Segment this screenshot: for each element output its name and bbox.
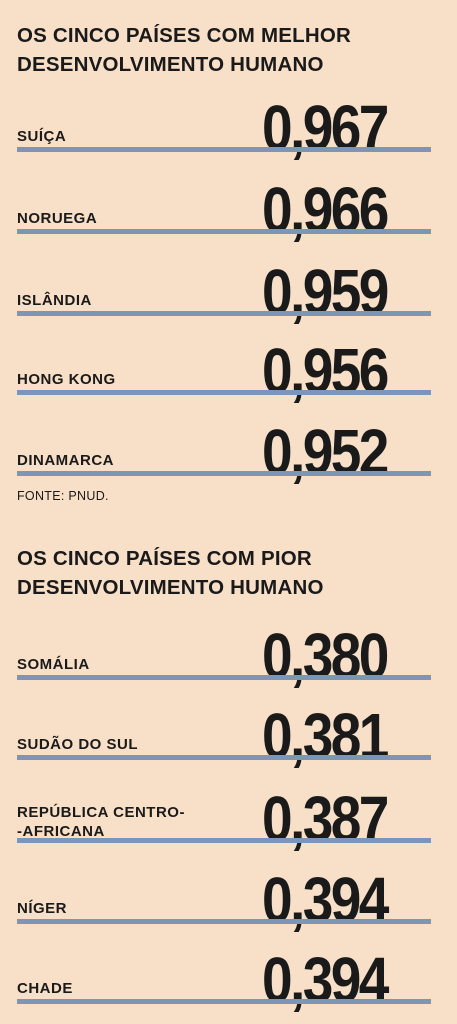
hdi-row: ISLÂNDIA 0,959 — [0, 236, 457, 324]
country-label-line: SOMÁLIA — [17, 656, 90, 673]
row-bar — [17, 919, 431, 924]
country-label-line: REPÚBLICA CENTRO- — [17, 804, 185, 821]
country-label: HONG KONG — [17, 370, 116, 389]
row-bar — [17, 311, 431, 316]
country-label: NORUEGA — [17, 209, 97, 228]
row-bar — [17, 471, 431, 476]
hdi-row: REPÚBLICA CENTRO- -AFRICANA 0,387 — [0, 763, 457, 851]
hdi-row: SUDÃO DO SUL 0,381 — [0, 680, 457, 768]
country-label: REPÚBLICA CENTRO- -AFRICANA — [17, 803, 185, 841]
row-bar — [17, 147, 431, 152]
row-bar — [17, 229, 431, 234]
hdi-row: CHADE 0,394 — [0, 924, 457, 1012]
country-label: CHADE — [17, 979, 73, 998]
country-label-line: NÍGER — [17, 900, 68, 917]
country-label-line: NORUEGA — [17, 210, 98, 227]
hdi-row: NORUEGA 0,966 — [0, 154, 457, 242]
row-bar — [17, 755, 431, 760]
worst-hdi-title: OS CINCO PAÍSES COM PIOR DESENVOLVIMENTO… — [17, 544, 437, 602]
country-label-line: CHADE — [17, 980, 73, 997]
row-bar — [17, 838, 431, 843]
hdi-row: NÍGER 0,394 — [0, 844, 457, 932]
worst-hdi-title-line: DESENVOLVIMENTO HUMANO — [17, 576, 324, 599]
row-bar — [17, 675, 431, 680]
country-label: DINAMARCA — [17, 451, 114, 470]
country-label: SUÍÇA — [17, 127, 66, 146]
hdi-row: HONG KONG 0,956 — [0, 315, 457, 403]
country-label-line: ISLÂNDIA — [17, 292, 92, 309]
country-label: SUDÃO DO SUL — [17, 735, 138, 754]
row-bar — [17, 390, 431, 395]
best-hdi-title-line: OS CINCO PAÍSES COM MELHOR — [17, 24, 351, 47]
hdi-row: DINAMARCA 0,952 — [0, 396, 457, 484]
worst-hdi-title-line: OS CINCO PAÍSES COM PIOR — [17, 547, 312, 570]
country-label-line: SUÍÇA — [17, 128, 67, 145]
hdi-row: SOMÁLIA 0,380 — [0, 600, 457, 688]
hdi-row: SUÍÇA 0,967 — [0, 72, 457, 160]
source-note: FONTE: PNUD. — [17, 489, 109, 503]
best-hdi-title: OS CINCO PAÍSES COM MELHOR DESENVOLVIMEN… — [17, 21, 437, 79]
country-label-line: SUDÃO DO SUL — [17, 736, 139, 753]
country-label: ISLÂNDIA — [17, 291, 92, 310]
country-label: NÍGER — [17, 899, 67, 918]
row-bar — [17, 999, 431, 1004]
country-label-line: DINAMARCA — [17, 452, 114, 469]
country-label-line: -AFRICANA — [17, 823, 105, 840]
country-label: SOMÁLIA — [17, 655, 90, 674]
country-label-line: HONG KONG — [17, 371, 116, 388]
best-hdi-title-line: DESENVOLVIMENTO HUMANO — [17, 53, 324, 76]
